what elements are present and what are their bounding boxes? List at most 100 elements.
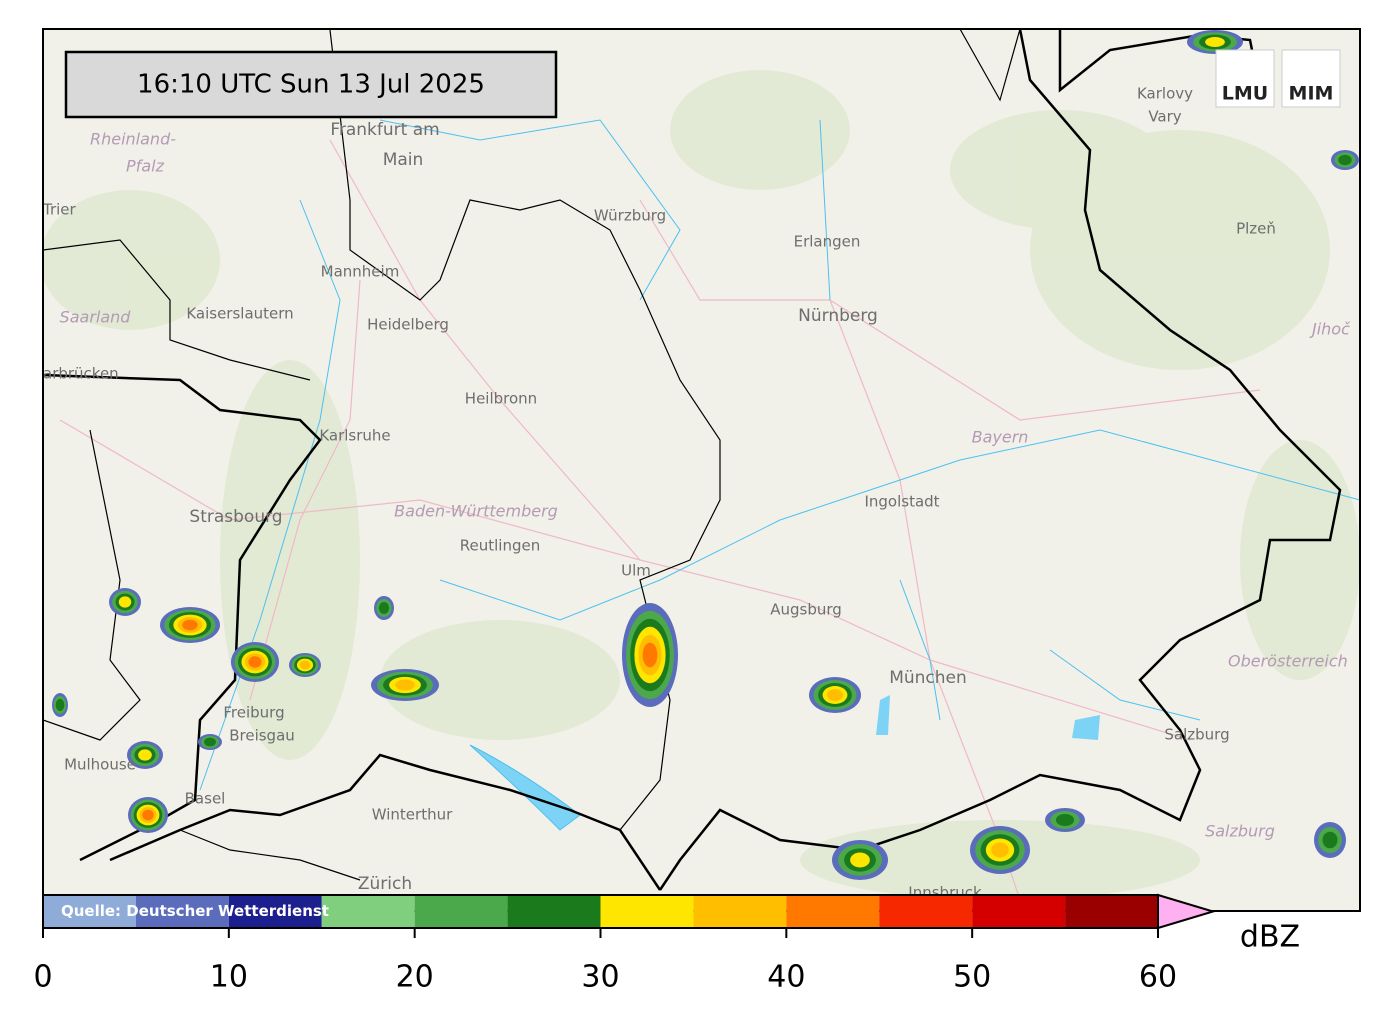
logo-text: MIM [1289,83,1334,105]
colorbar-segment [786,895,880,928]
place-label: Frankfurt am [330,120,439,140]
radar-echo [1331,150,1359,170]
radar-echo [289,653,321,677]
tick-label: 40 [767,960,805,995]
colorbar-segment [600,895,694,928]
echo-layer [1055,814,1075,826]
place-label: München [889,668,967,688]
radar-echo [128,797,168,833]
region-label: Bayern [972,428,1029,447]
place-labels: Frankfurt am Main Rheinland- Pfalz Trier… [42,85,1351,902]
region-label: Baden-Württemberg [394,502,558,521]
place-label: Heilbronn [465,390,537,408]
place-label: Main [383,150,424,170]
echo-layer [1322,831,1338,849]
colorbar: Quelle: Deutscher Wetterdienst 0 10 20 30 40 5… [33,893,1300,995]
region-label: Salzburg [1205,822,1275,841]
place-label: Karlsruhe [319,427,390,445]
radar-echo [374,596,394,620]
place-label: Ulm [621,562,651,580]
region-label: Rheinland- [90,130,176,149]
echo-layer [55,699,65,711]
place-label: Mannheim [321,263,400,281]
radar-echo [109,588,141,616]
colorbar-segment [693,895,787,928]
echo-layer [378,602,390,614]
colorbar-segment [1065,895,1158,928]
radar-echo [371,669,439,701]
place-label: Nürnberg [798,306,878,326]
radar-echo [1187,30,1243,54]
colorbar-segment [414,895,508,928]
tick-label: 30 [581,960,619,995]
place-label: Würzburg [594,207,666,225]
tick-label: 0 [33,960,52,995]
place-label: Mulhouse [64,756,136,774]
place-label: Salzburg [1164,726,1229,744]
radar-echo [809,677,861,713]
radar-echoes [52,30,1359,880]
colorbar-segment [879,895,973,928]
radar-echo [160,607,220,643]
colorbar-segment [321,895,415,928]
place-label: Augsburg [770,601,842,619]
echo-layer [138,749,152,761]
logos: LMU MIM [1215,49,1341,108]
region-label: Oberösterreich [1228,652,1348,671]
colorbar-segment [135,895,229,928]
echo-layer [1205,36,1225,48]
place-label: Breisgau [229,727,295,745]
tick-label: 20 [396,960,434,995]
place-label: Heidelberg [367,316,449,334]
place-label: Kaiserslautern [186,305,293,323]
radar-echo [198,734,222,750]
colorbar-segment [507,895,601,928]
map: Frankfurt am Main Rheinland- Pfalz Trier… [42,29,1360,911]
place-label: Freiburg [223,704,284,722]
echo-layer [395,679,415,691]
echo-layer [204,737,216,747]
echo-layer [1338,154,1352,166]
timestamp-box [64,50,558,119]
echo-layer [182,619,198,631]
radar-echo [1314,822,1346,858]
echo-layer [642,642,658,668]
tick-label: 60 [1139,960,1177,995]
radar-echo [231,642,279,682]
tick-label: 50 [953,960,991,995]
region-label: Saarland [60,308,132,327]
forest-areas [43,70,1360,900]
place-label: Ingolstadt [864,493,939,511]
timestamp: 16:10 UTC Sun 13 Jul 2025 [137,70,485,100]
place-label: Karlovy [1137,85,1193,103]
lake [1072,715,1100,740]
region-label: Jihoč [1309,320,1351,339]
colorbar-segment [228,895,322,928]
logo-box [1281,49,1341,108]
echo-layer [299,660,311,670]
place-label: Vary [1148,108,1181,126]
radar-echo [1045,808,1085,832]
place-label: Strasbourg [189,507,282,527]
logo-box [1215,49,1275,108]
place-label: Erlangen [794,233,861,251]
echo-layer [991,842,1009,858]
colorbar-segment [972,895,1066,928]
place-label: Plzeň [1236,220,1276,238]
lake [876,695,890,735]
place-label: Reutlingen [460,537,540,555]
place-label: Winterthur [372,806,453,824]
echo-layer [118,596,132,608]
radar-echo [970,826,1030,874]
echo-layer [248,656,262,668]
source-label: Quelle: Deutscher Wetterdienst [61,902,329,920]
place-label: Trier [42,201,77,219]
colorbar-label: dBZ [1240,920,1300,955]
radar-echo [622,603,678,707]
place-label: arbrücken [43,365,119,383]
place-label: Zürich [358,874,412,894]
echo-layer [850,852,870,868]
radar-echo [52,693,68,717]
radar-echo [832,840,888,880]
